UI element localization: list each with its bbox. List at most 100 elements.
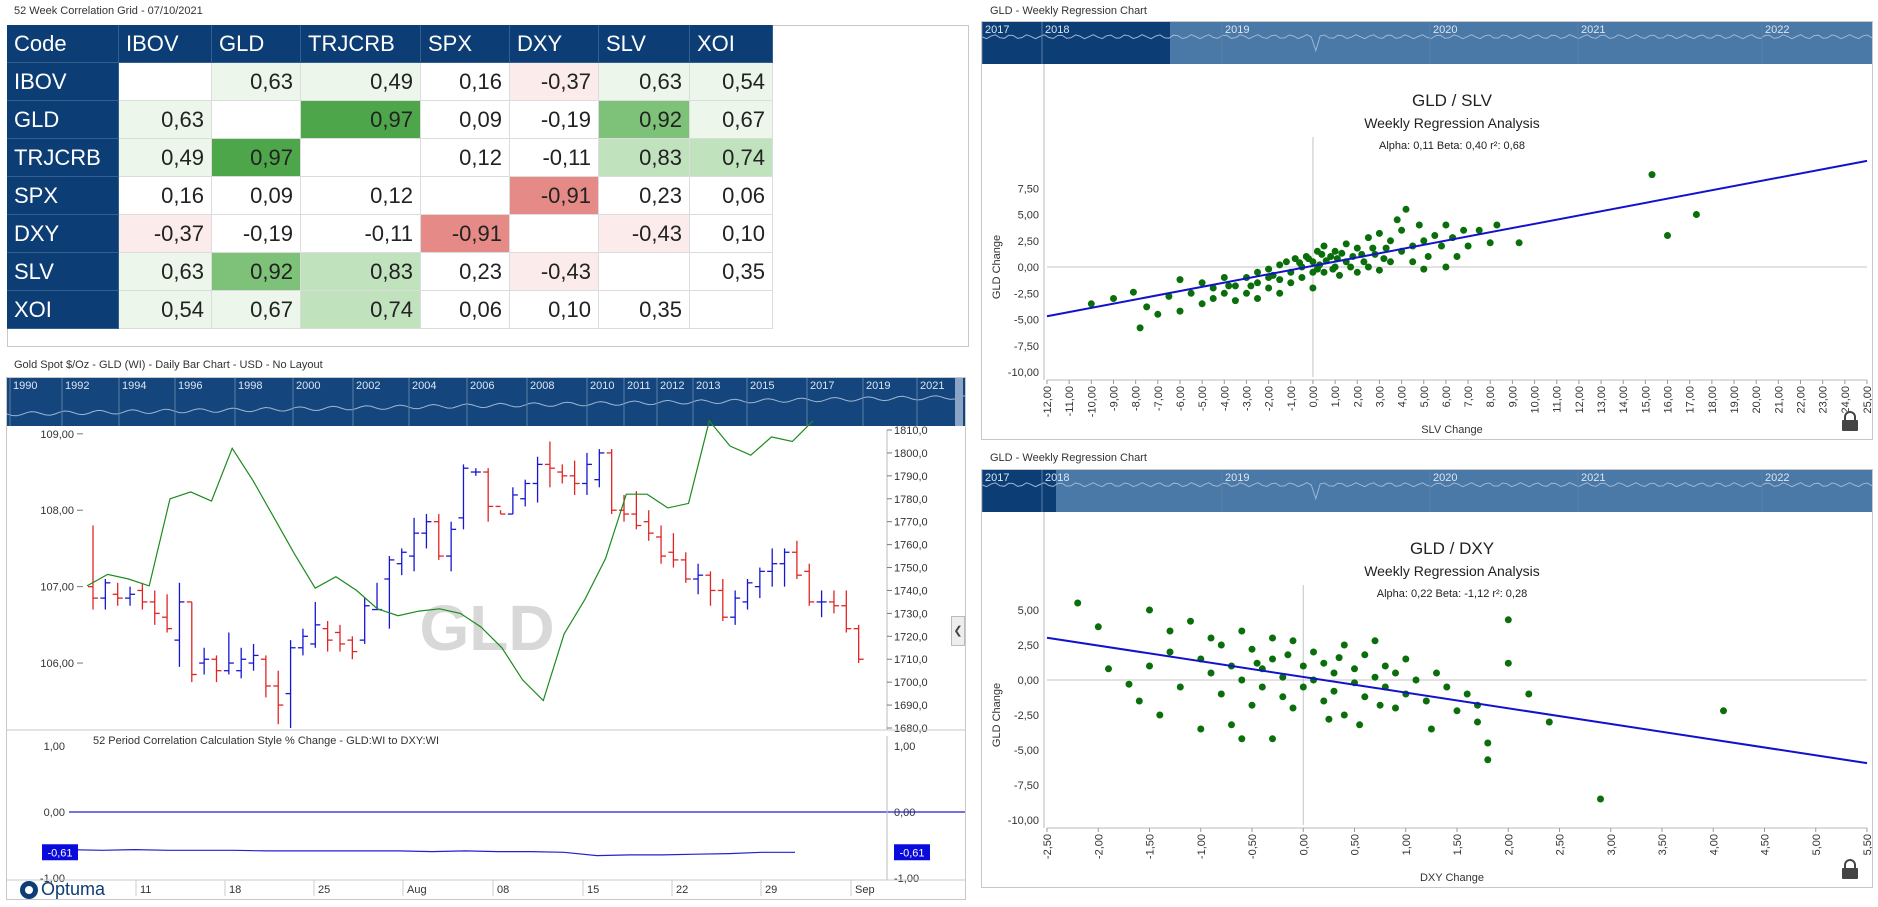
scatter-point	[1382, 244, 1390, 252]
regression-subtitle: Weekly Regression Analysis	[1364, 563, 1540, 579]
grid-cell[interactable]: 0,63	[211, 62, 301, 101]
grid-cell[interactable]: 0,35	[598, 290, 690, 329]
grid-cell[interactable]: -0,11	[300, 214, 421, 253]
grid-cell[interactable]: 0,63	[118, 100, 212, 139]
scatter-point	[1176, 276, 1184, 284]
grid-cell[interactable]: 0,10	[689, 214, 773, 253]
grid-column-header-xoi[interactable]: XOI	[689, 25, 773, 63]
ohlc-bar	[347, 636, 358, 660]
grid-cell[interactable]: -0,91	[509, 176, 599, 215]
scatter-point	[1231, 297, 1239, 305]
grid-cell[interactable]: -0,19	[211, 214, 301, 253]
x-tick-label: 8,00	[1485, 386, 1497, 407]
scatter-point	[1254, 295, 1261, 302]
ohlc-bar	[359, 598, 370, 644]
grid-cell[interactable]: 0,16	[420, 62, 510, 101]
grid-cell[interactable]: -0,19	[509, 100, 599, 139]
x-tick-label: 15,00	[1640, 386, 1652, 414]
grid-cell[interactable]	[420, 176, 510, 215]
grid-cell[interactable]: -0,43	[509, 252, 599, 291]
right-axis-tick-label: 1710,0	[894, 654, 928, 666]
grid-cell[interactable]: 0,49	[300, 62, 421, 101]
ohlc-bar	[557, 464, 568, 484]
grid-cell[interactable]: -0,91	[420, 214, 510, 253]
grid-cell[interactable]: 0,09	[420, 100, 510, 139]
scatter-point	[1504, 659, 1512, 667]
grid-cell[interactable]: 0,06	[689, 176, 773, 215]
grid-row-header-ibov[interactable]: IBOV	[7, 62, 119, 101]
grid-cell[interactable]: 0,23	[420, 252, 510, 291]
navigator-year-label: 2015	[750, 380, 774, 392]
date-axis-tick-label: 11	[140, 884, 151, 896]
grid-cell[interactable]: 0,67	[211, 290, 301, 329]
grid-cell[interactable]: 0,16	[118, 176, 212, 215]
grid-column-header-slv[interactable]: SLV	[598, 25, 690, 63]
grid-cell[interactable]	[118, 62, 212, 101]
grid-cell[interactable]: 0,83	[598, 138, 690, 177]
grid-cell[interactable]: 0,12	[300, 176, 421, 215]
grid-column-header-ibov[interactable]: IBOV	[118, 25, 212, 63]
grid-cell[interactable]: 0,63	[598, 62, 690, 101]
grid-column-header-dxy[interactable]: DXY	[509, 25, 599, 63]
bar-chart[interactable]: 1990 1992 1994 1996 1998 2000 2002 2004 2006 2008…	[7, 378, 965, 899]
grid-cell[interactable]: 0,35	[689, 252, 773, 291]
left-axis-tick-label: 107,00	[40, 582, 74, 594]
y-tick-label: -7,50	[1014, 341, 1039, 353]
scatter-point	[1279, 673, 1287, 681]
grid-cell[interactable]: 0,06	[420, 290, 510, 329]
grid-row-header-spx[interactable]: SPX	[7, 176, 119, 215]
grid-cell[interactable]: 0,49	[118, 138, 212, 177]
grid-cell[interactable]: 0,92	[598, 100, 690, 139]
scatter-point	[1475, 226, 1483, 234]
grid-cell[interactable]: 0,74	[689, 138, 773, 177]
ohlc-bar	[409, 517, 420, 572]
date-axis-tick-label: Sep	[855, 884, 875, 896]
grid-cell[interactable]	[689, 290, 773, 329]
grid-cell[interactable]: 0,63	[118, 252, 212, 291]
ohlc-bar	[656, 525, 667, 564]
grid-cell[interactable]	[509, 214, 599, 253]
scatter-point	[1309, 284, 1317, 292]
grid-cell[interactable]: 0,74	[300, 290, 421, 329]
grid-row-header-gld[interactable]: GLD	[7, 100, 119, 139]
grid-cell[interactable]	[211, 100, 301, 139]
collapse-panel-button[interactable]: ❮	[951, 616, 965, 646]
grid-cell[interactable]: -0,37	[118, 214, 212, 253]
grid-cell[interactable]: -0,43	[598, 214, 690, 253]
grid-cell[interactable]: 0,12	[420, 138, 510, 177]
grid-column-header-spx[interactable]: SPX	[420, 25, 510, 63]
grid-cell[interactable]: 0,97	[211, 138, 301, 177]
grid-column-header-trjcrb[interactable]: TRJCRB	[300, 25, 421, 63]
y-tick-label: 0,00	[1018, 262, 1039, 274]
grid-cell[interactable]: 0,09	[211, 176, 301, 215]
regression-chart-slv[interactable]: 2017 2018 2019 2020 2021 2022 GLD / SLV Weekly …	[982, 22, 1872, 439]
regression-chart-dxy[interactable]: 2017 2018 2019 2020 2021 2022 GLD / DXY Weekly …	[982, 470, 1872, 887]
grid-cell[interactable]: -0,37	[509, 62, 599, 101]
grid-column-header-gld[interactable]: GLD	[211, 25, 301, 63]
reg1-caption: GLD - Weekly Regression Chart	[990, 5, 1147, 17]
grid-cell[interactable]: 0,23	[598, 176, 690, 215]
lock-icon-body	[1842, 420, 1858, 431]
grid-row-header-dxy[interactable]: DXY	[7, 214, 119, 253]
grid-cell[interactable]: 0,97	[300, 100, 421, 139]
grid-cell[interactable]	[300, 138, 421, 177]
scatter-point	[1253, 659, 1261, 667]
grid-cell[interactable]: 0,83	[300, 252, 421, 291]
grid-row-header-slv[interactable]: SLV	[7, 252, 119, 291]
grid-cell[interactable]: 0,54	[118, 290, 212, 329]
ohlc-bar	[260, 655, 271, 698]
grid-row-header-xoi[interactable]: XOI	[7, 290, 119, 329]
scatter-point	[1420, 265, 1428, 273]
scatter-point	[1269, 735, 1276, 743]
navigator-year-label: 2004	[412, 380, 436, 392]
grid-cell[interactable]: 0,92	[211, 252, 301, 291]
grid-cell[interactable]: 0,10	[509, 290, 599, 329]
grid-cell[interactable]: 0,67	[689, 100, 773, 139]
grid-row-header-trjcrb[interactable]: TRJCRB	[7, 138, 119, 177]
bar-chart-navigator: 1990 1992 1994 1996 1998 2000 2002 2004 2006 2008…	[7, 378, 965, 426]
grid-cell[interactable]	[598, 252, 690, 291]
reg1-panel: 2017 2018 2019 2020 2021 2022 GLD / SLV Weekly …	[981, 21, 1873, 440]
grid-cell[interactable]: 0,54	[689, 62, 773, 101]
scatter-point	[1335, 654, 1343, 662]
grid-cell[interactable]: -0,11	[509, 138, 599, 177]
